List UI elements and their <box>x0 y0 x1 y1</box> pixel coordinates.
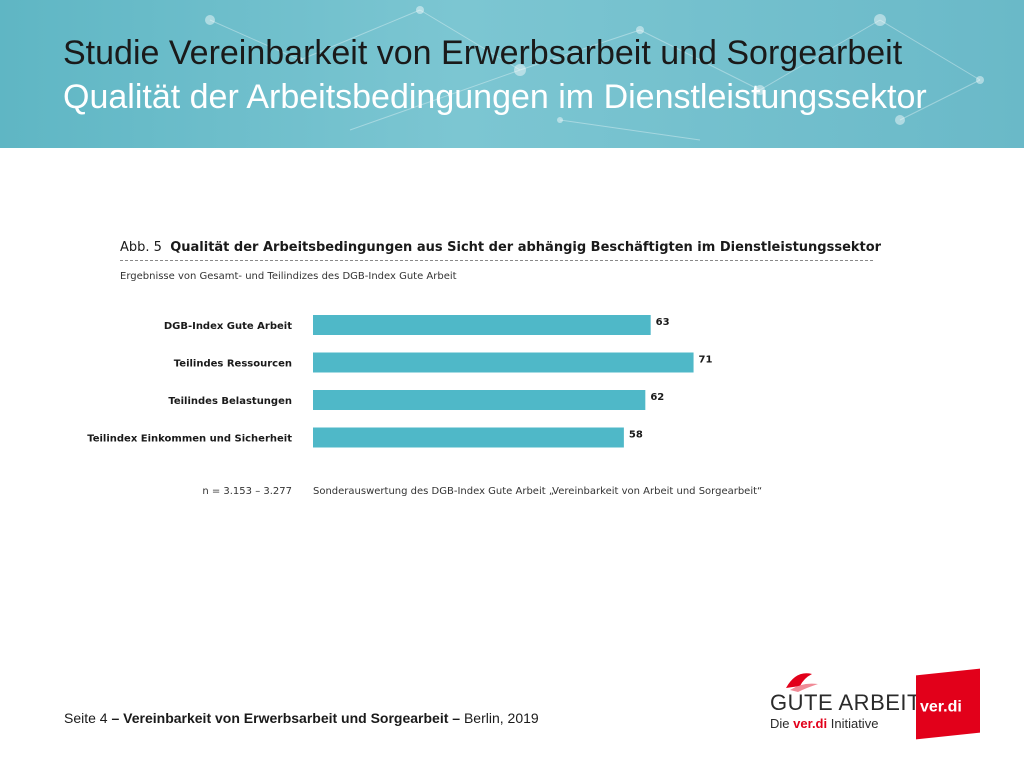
tagline-verdi: ver.di <box>793 716 828 731</box>
figure-subtitle: Ergebnisse von Gesamt- und Teilindizes d… <box>120 271 457 282</box>
gute-arbeit-tagline: Die ver.di Initiative <box>770 716 878 731</box>
value-label: 62 <box>650 392 664 403</box>
footer-title: Vereinbarkeit von Erwerbsarbeit und Sorg… <box>123 710 449 726</box>
category-label: Teilindex Einkommen und Sicherheit <box>87 434 292 445</box>
header-banner: Studie Vereinbarkeit von Erwerbsarbeit u… <box>0 0 1024 148</box>
footer-separator-2: – <box>452 710 461 726</box>
verdi-logo-text: ver.di <box>920 698 962 716</box>
bar <box>313 390 646 410</box>
slide-subtitle: Qualität der Arbeitsbedingungen im Diens… <box>63 78 927 116</box>
sample-size-note: n = 3.153 – 3.277 <box>202 486 292 497</box>
value-label: 63 <box>656 317 670 328</box>
category-label: DGB-Index Gute Arbeit <box>164 321 292 332</box>
gute-arbeit-logo: GUTE ARBEIT Die ver.di Initiative <box>768 668 920 738</box>
figure-caption: Abb. 5 Qualität der Arbeitsbedingungen a… <box>120 240 881 255</box>
category-label: Teilindes Belastungen <box>168 396 292 407</box>
figure-label: Abb. 5 <box>120 240 162 255</box>
source-note: Sonderauswertung des DGB-Index Gute Arbe… <box>313 486 763 497</box>
bar <box>313 427 624 448</box>
verdi-logo: ver.di <box>916 668 980 740</box>
value-label: 58 <box>629 430 643 441</box>
bar-chart: DGB-Index Gute Arbeit 63 Teilindes Ressour… <box>87 315 713 448</box>
gute-arbeit-wordmark: GUTE ARBEIT <box>770 690 921 715</box>
figure-title: Qualität der Arbeitsbedingungen aus Sich… <box>170 240 882 255</box>
value-label: 71 <box>699 355 713 366</box>
category-label: Teilindes Ressourcen <box>174 359 292 370</box>
tagline-initiative: Initiative <box>830 716 879 731</box>
footer: Seite 4 – Vereinbarkeit von Erwerbsarbei… <box>64 710 539 726</box>
tagline-die: Die <box>770 716 790 731</box>
slide-title: Studie Vereinbarkeit von Erwerbsarbeit u… <box>63 34 903 72</box>
bar <box>313 352 694 373</box>
footer-separator-1: – <box>111 710 120 726</box>
caption-divider <box>120 260 873 261</box>
footer-place-date: Berlin, 2019 <box>463 710 539 726</box>
footer-page: Seite 4 <box>64 710 108 726</box>
gute-arbeit-swoosh-icon <box>786 673 818 692</box>
network-background-graphic <box>205 6 984 141</box>
bar <box>313 315 651 335</box>
